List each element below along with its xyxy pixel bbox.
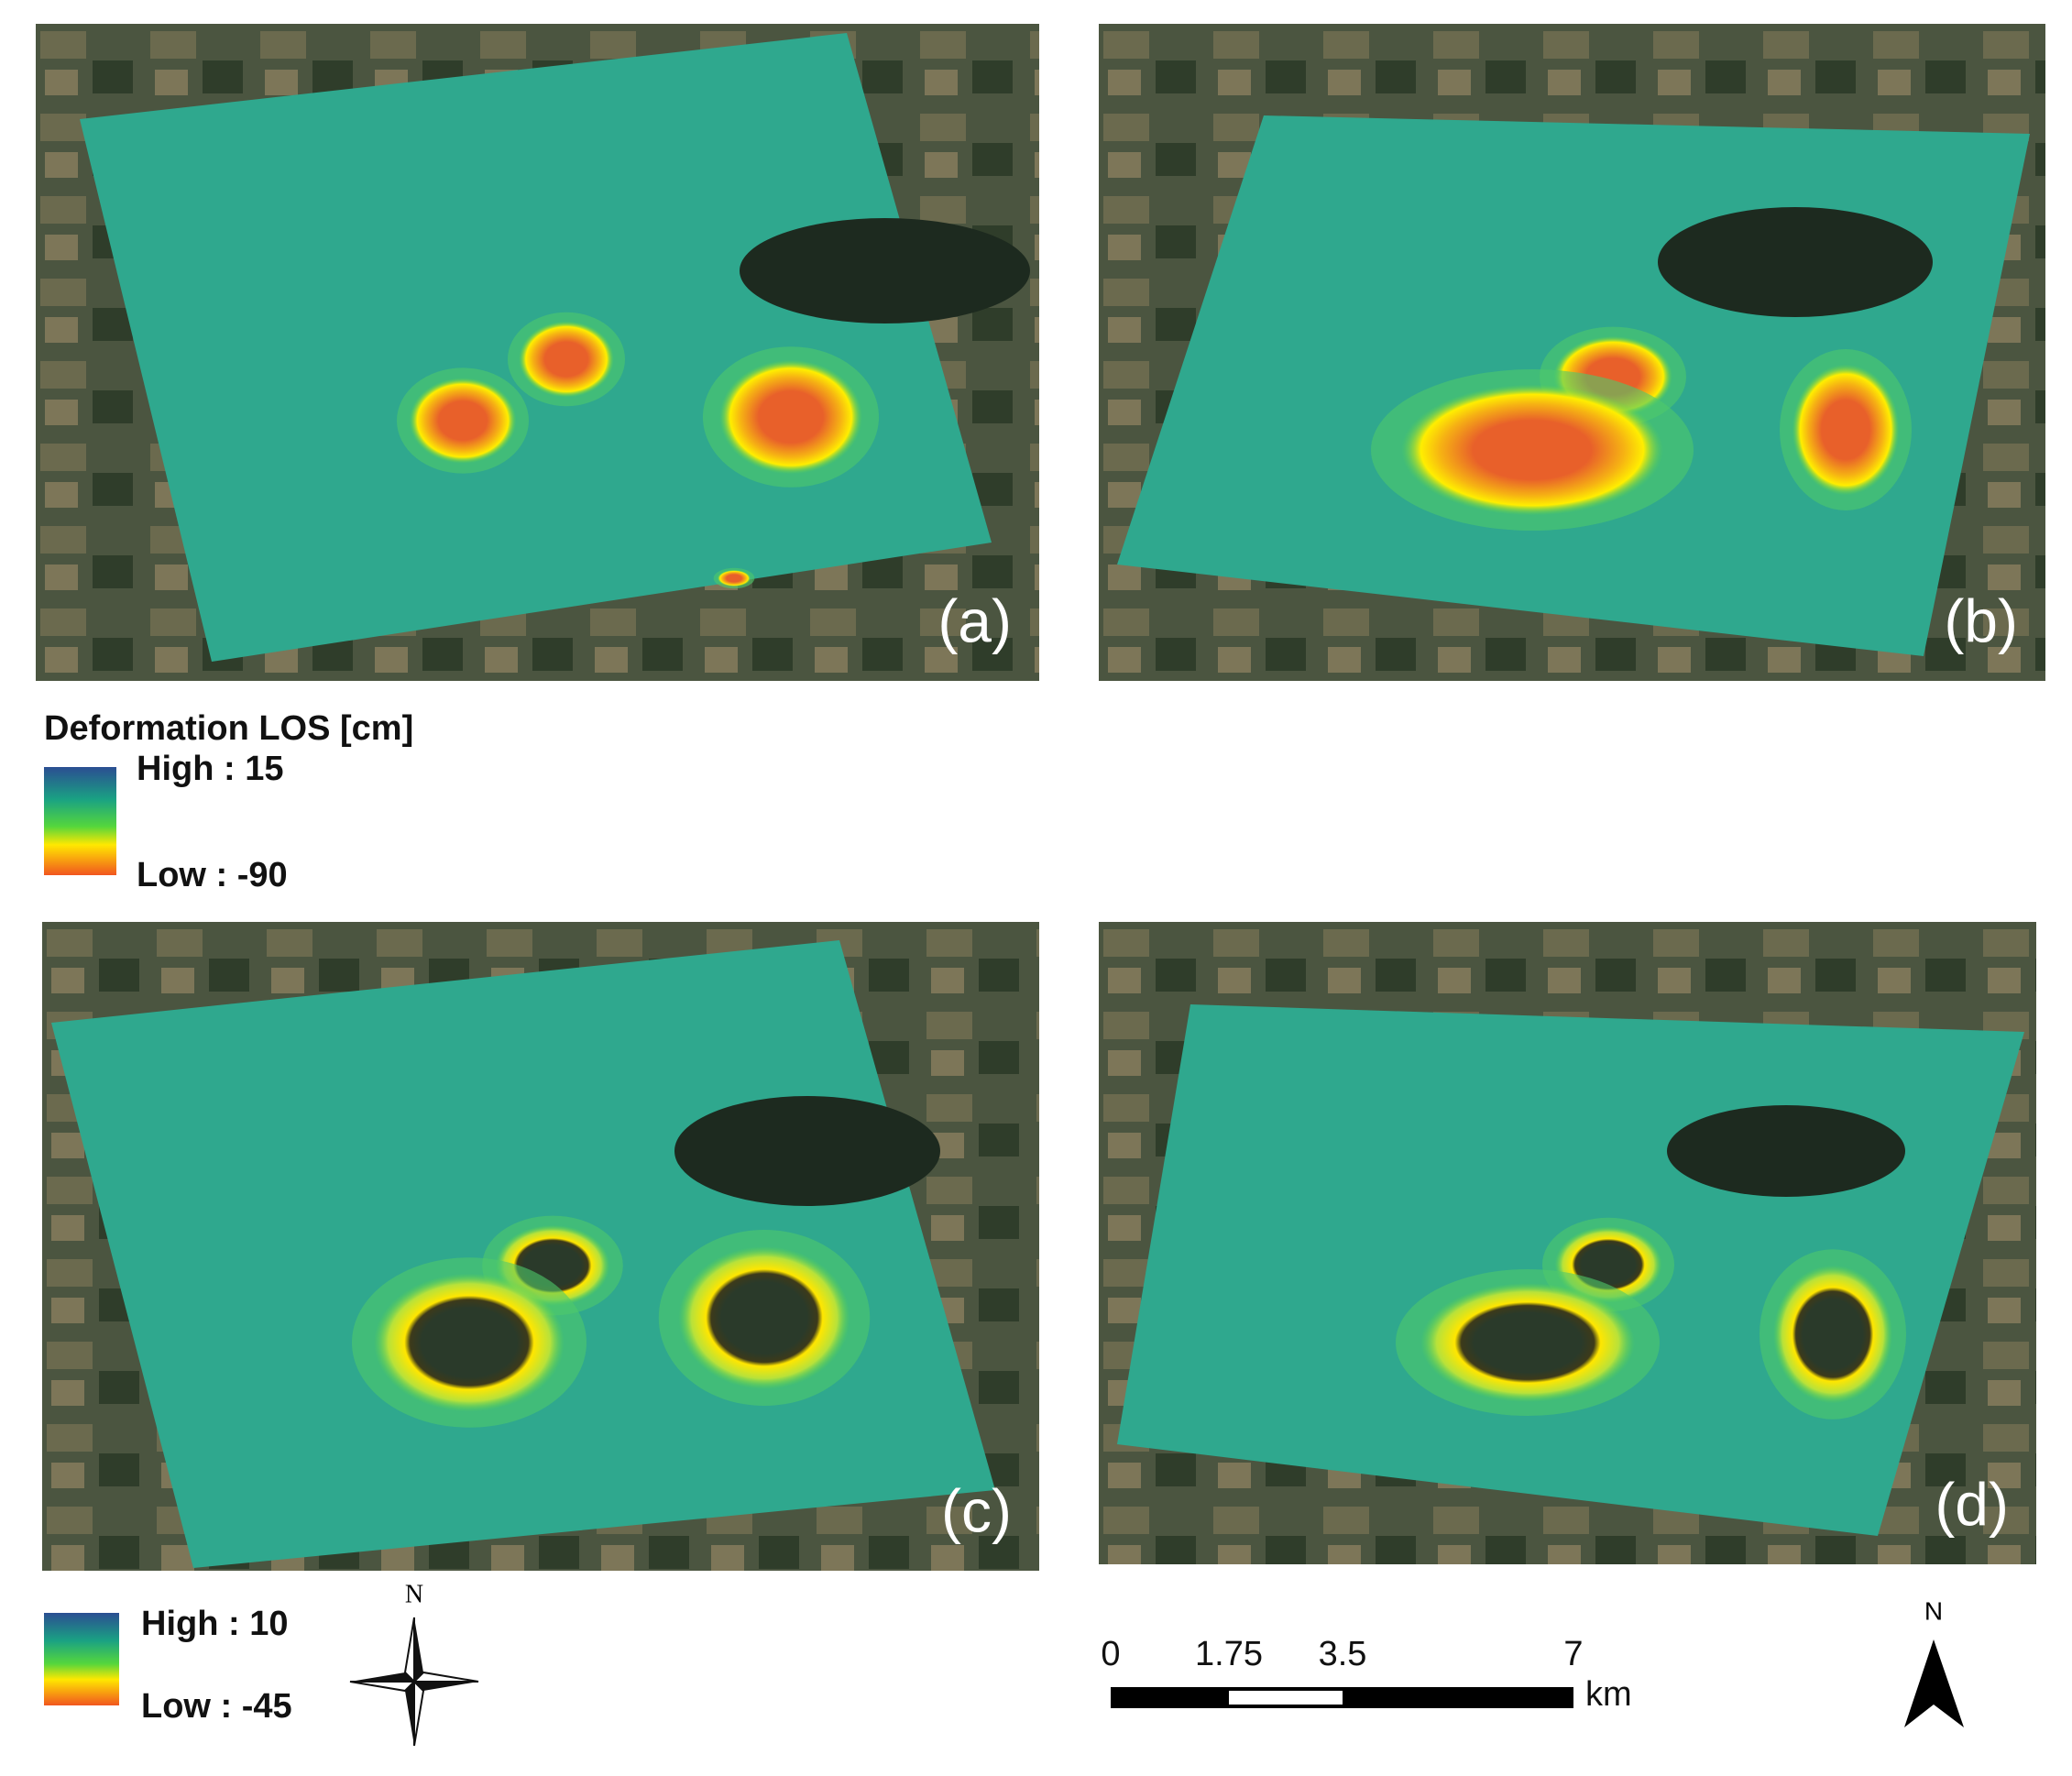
legend-high: High : 15 [137, 750, 283, 788]
north-label: N [1924, 1596, 1943, 1625]
no-data-area [1667, 1105, 1905, 1197]
color-bar [44, 1613, 119, 1705]
subsidence-area [1792, 364, 1900, 496]
subsidence-area [409, 378, 517, 464]
subsidence-area [374, 1273, 565, 1412]
panel-label: (c) [941, 1476, 1012, 1544]
compass [349, 1617, 479, 1747]
compass-label: N [405, 1580, 423, 1608]
color-bar [44, 767, 116, 875]
scale-bar [1111, 1687, 1573, 1708]
map-panel: (c) [42, 922, 1039, 1571]
subsidence-area [717, 569, 751, 587]
subsidence-area [1773, 1265, 1892, 1404]
legend-high: High : 10 [141, 1605, 288, 1643]
scale-label: 1.75 [1195, 1635, 1263, 1673]
north-arrow [1904, 1639, 1964, 1727]
no-data-area [740, 218, 1030, 323]
subsidence-area [1401, 384, 1663, 516]
legend-title: Deformation LOS [cm] [44, 709, 413, 748]
subsidence-area [678, 1246, 850, 1389]
panel-label: (a) [937, 587, 1012, 654]
map-panel: (b) [1099, 24, 2045, 681]
panel-label: (b) [1944, 587, 2018, 654]
panel-label: (d) [1935, 1470, 2009, 1538]
no-data-area [674, 1096, 940, 1206]
scale-label: 3.5 [1319, 1635, 1367, 1673]
no-data-area [1658, 207, 1933, 317]
map-panel: (a) [36, 24, 1039, 681]
subsidence-area [519, 321, 614, 398]
subsidence-area [1420, 1283, 1635, 1402]
legend-low: Low : -90 [137, 856, 288, 894]
scale-label: 0 [1101, 1635, 1120, 1673]
map-panel: (d) [1099, 922, 2036, 1564]
legend-low: Low : -45 [141, 1687, 292, 1726]
scale-unit: km [1585, 1675, 1632, 1714]
subsidence-area [719, 359, 862, 475]
scale-label: 7 [1563, 1635, 1583, 1673]
